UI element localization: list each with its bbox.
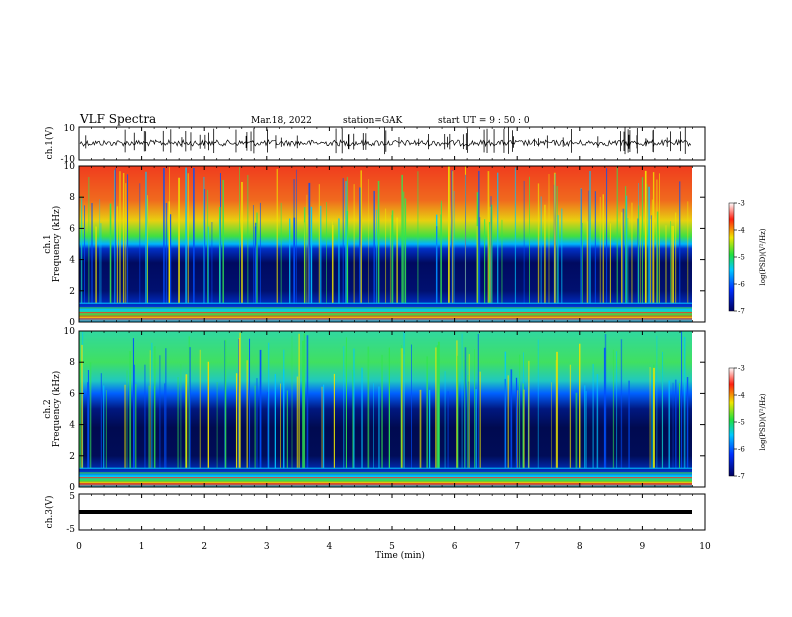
colorbar-tick-label: -6 xyxy=(738,281,745,289)
ch1-spectrogram-streaks xyxy=(79,166,692,318)
figure-title: VLF Spectra xyxy=(79,112,156,126)
colorbar-tick-label: -7 xyxy=(738,473,745,481)
ch1-spec-channel-label: ch.1 xyxy=(43,234,53,253)
ch1-waveform-spikes xyxy=(85,127,686,155)
spec-ytick-label: 0 xyxy=(69,483,75,493)
spec-ytick-label: 0 xyxy=(69,318,75,328)
ch1-wave-ylabel: ch.1(V) xyxy=(44,127,55,160)
x-tick-label: 1 xyxy=(139,542,145,552)
ch2-spec-yticks: 0 2 4 6 8 10 xyxy=(64,327,705,493)
x-tick-label: 6 xyxy=(452,542,458,552)
ch1-spec-yticks: 0 2 4 6 8 10 xyxy=(64,162,705,328)
x-tick-label: 4 xyxy=(327,542,333,552)
x-axis-label: Time (min) xyxy=(375,550,425,561)
spec-ytick-label: 2 xyxy=(69,452,75,462)
ch1-spec-ylabel: Frequency (kHz) xyxy=(51,206,62,283)
spec-ytick-label: 6 xyxy=(69,224,75,234)
ch3-wave-ytick-top: 5 xyxy=(69,492,75,502)
ch1-waveform-frame xyxy=(78,126,706,161)
spec-ytick-label: 10 xyxy=(64,162,76,172)
spec-ytick-label: 4 xyxy=(69,421,75,431)
date-label: Mar.18, 2022 xyxy=(251,116,312,126)
spec-ytick-label: 8 xyxy=(69,193,75,203)
ch1-colorbar-ticks: -3 -4 -5 -6 -7 xyxy=(734,200,745,316)
colorbar-tick-label: -7 xyxy=(738,308,745,316)
ch2-spec-ylabel: Frequency (kHz) xyxy=(51,371,62,448)
spec-ytick-label: 4 xyxy=(69,256,75,266)
ch3-wave-ylabel: ch.3(V) xyxy=(44,496,55,529)
ch2-spec-channel-label: ch.2 xyxy=(43,399,53,418)
spec-ytick-label: 2 xyxy=(69,287,75,297)
ch1-colorbar xyxy=(728,202,735,312)
start-ut-label: start UT = 9 : 50 : 0 xyxy=(438,116,530,126)
spec-ytick-label: 8 xyxy=(69,358,75,368)
ch2-colorbar-label: log(PSD)(V²/Hz) xyxy=(759,393,767,450)
ch1-colorbar-label: log(PSD)(V²/Hz) xyxy=(759,228,767,285)
ch1-wave-ytick-top: 10 xyxy=(64,124,76,134)
ch2-spectrogram-streaks xyxy=(79,331,692,483)
ch2-colorbar-ticks: -3 -4 -5 -6 -7 xyxy=(734,365,745,481)
colorbar-tick-label: -3 xyxy=(738,200,745,208)
colorbar-tick-label: -4 xyxy=(738,392,745,400)
ch3-waveform-panel: 5 -5 ch.3(V) xyxy=(44,492,706,535)
colorbar-tick-label: -3 xyxy=(738,365,745,373)
x-tick-label: 5 xyxy=(389,542,395,552)
x-tick-label: 10 xyxy=(699,542,711,552)
ch2-spectrogram-image xyxy=(79,331,692,487)
ch1-waveform-panel: 10 -10 ch.1(V) xyxy=(44,124,706,165)
ch1-wave-ytick-bottom: -10 xyxy=(61,155,76,165)
spec-ytick-label: 10 xyxy=(64,327,76,337)
ch2-colorbar xyxy=(728,367,735,477)
x-tick-label: 9 xyxy=(640,542,646,552)
ch3-wave-ytick-bottom: -5 xyxy=(66,525,75,535)
colorbar-tick-label: -5 xyxy=(738,254,745,262)
ch3-waveform-line xyxy=(79,510,692,514)
x-tick-label: 7 xyxy=(514,542,520,552)
x-axis-ticks: 0 1 2 3 4 5 6 7 8 9 10 xyxy=(76,127,711,552)
x-tick-label: 0 xyxy=(76,542,82,552)
colorbar-tick-label: -5 xyxy=(738,419,745,427)
x-tick-label: 2 xyxy=(201,542,207,552)
spec-ytick-label: 6 xyxy=(69,389,75,399)
colorbar-tick-label: -4 xyxy=(738,227,745,235)
x-tick-label: 3 xyxy=(264,542,270,552)
colorbar-tick-label: -6 xyxy=(738,446,745,454)
station-label: station=GAK xyxy=(343,116,403,126)
x-tick-label: 8 xyxy=(577,542,583,552)
